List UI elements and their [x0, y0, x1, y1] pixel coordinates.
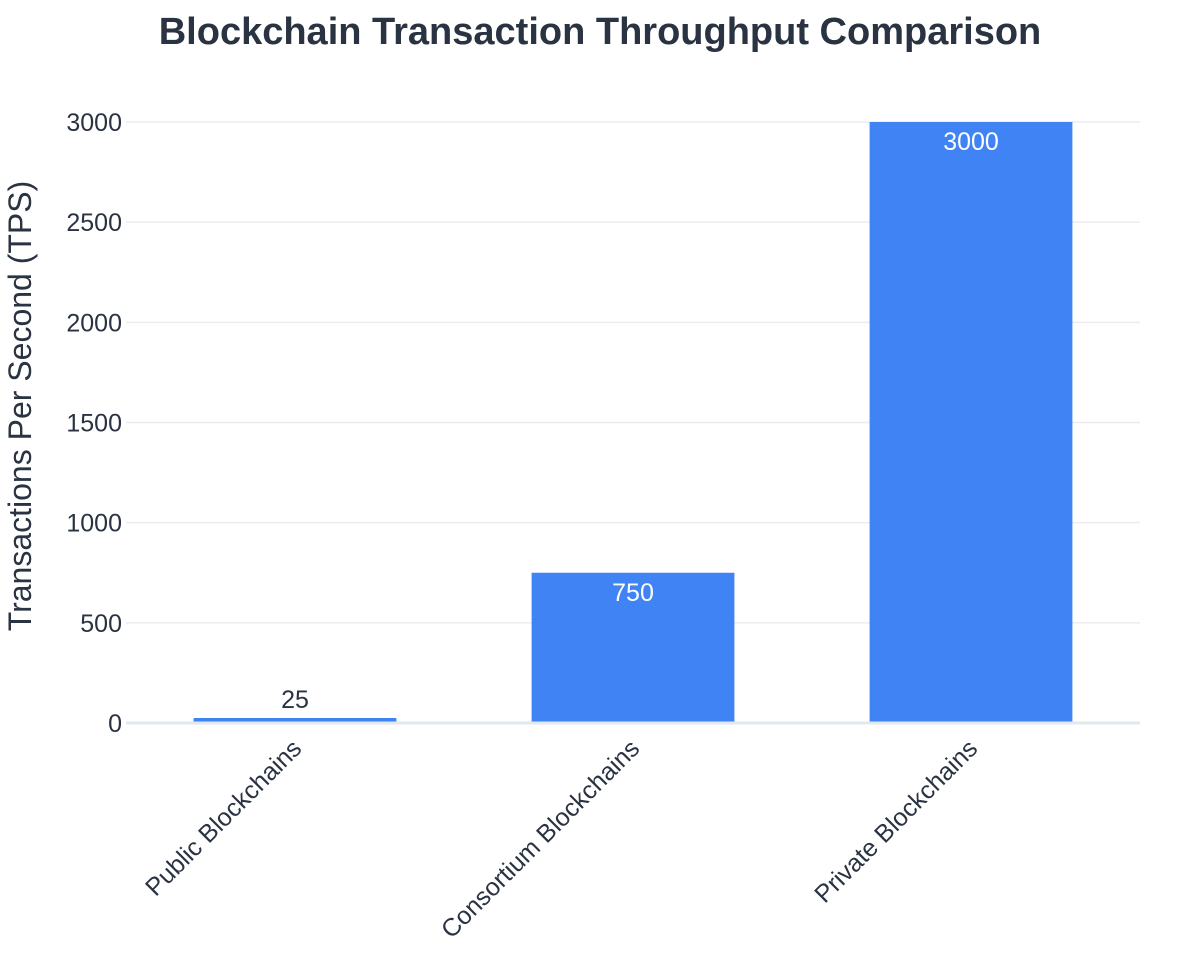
bar-1[interactable]	[193, 717, 397, 723]
x-category-label: Consortium Blockchains	[436, 734, 645, 943]
y-tick-label: 2000	[66, 309, 122, 337]
x-category-label: Private Blockchains	[809, 734, 983, 908]
y-tick-label: 2500	[66, 209, 122, 237]
bar-value-label: 3000	[943, 128, 999, 156]
x-category-label: Public Blockchains	[140, 734, 307, 901]
y-axis-label: Transactions Per Second (TPS)	[2, 181, 38, 632]
y-axis-ticks: 0 500 1000 1500 2000 2500 3000	[66, 109, 122, 738]
bars	[193, 122, 1073, 723]
x-axis-category-labels: Public Blockchains Consortium Blockchains…	[140, 734, 983, 943]
y-tick-label: 1000	[66, 510, 122, 538]
y-tick-label: 500	[80, 610, 122, 638]
y-tick-label: 3000	[66, 109, 122, 137]
bar-2[interactable]	[531, 572, 735, 723]
bar-3[interactable]	[869, 122, 1073, 723]
y-tick-label: 1500	[66, 410, 122, 438]
bar-value-label: 25	[281, 686, 309, 714]
bar-value-labels: 25 750 3000	[281, 128, 999, 714]
chart-title: Blockchain Transaction Throughput Compar…	[159, 11, 1042, 53]
bar-value-label: 750	[612, 579, 654, 607]
y-tick-label: 0	[108, 710, 122, 738]
